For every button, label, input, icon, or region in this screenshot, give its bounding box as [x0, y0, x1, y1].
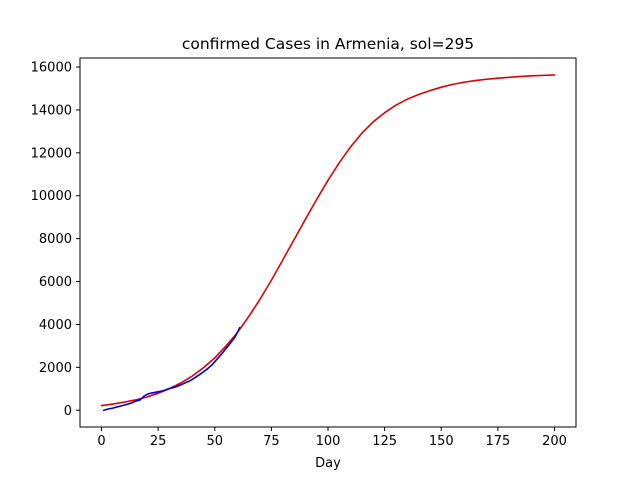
y-tick-label: 0: [64, 404, 72, 419]
y-tick-label: 2000: [39, 361, 72, 376]
x-tick-label: 0: [97, 434, 105, 449]
series-line-0: [100, 74, 556, 407]
x-tick-label: 150: [429, 434, 454, 449]
x-tick-label: 175: [485, 434, 510, 449]
y-tick-label: 6000: [39, 275, 72, 290]
y-tick-label: 16000: [31, 61, 72, 76]
series-line-1: [102, 326, 241, 412]
x-tick-label: 25: [150, 434, 167, 449]
x-tick-label: 125: [372, 434, 397, 449]
x-tick-label: 50: [206, 434, 223, 449]
y-tick-label: 14000: [31, 103, 72, 118]
chart-title: confirmed Cases in Armenia, sol=295: [182, 35, 474, 53]
y-axis-ticks: 0 2000 4000 6000 8000 10000 12000 14000 16000: [31, 61, 80, 419]
x-tick-label: 100: [316, 434, 341, 449]
y-tick-label: 12000: [31, 146, 72, 161]
y-tick-label: 10000: [31, 189, 72, 204]
x-axis-ticks: 0 25 50 75 100 125 150 175 200: [97, 427, 567, 449]
series-layer: [100, 74, 556, 412]
x-axis-label: Day: [315, 456, 341, 471]
x-tick-label: 75: [263, 434, 280, 449]
y-tick-label: 8000: [39, 232, 72, 247]
y-tick-label: 4000: [39, 318, 72, 333]
x-tick-label: 200: [542, 434, 567, 449]
